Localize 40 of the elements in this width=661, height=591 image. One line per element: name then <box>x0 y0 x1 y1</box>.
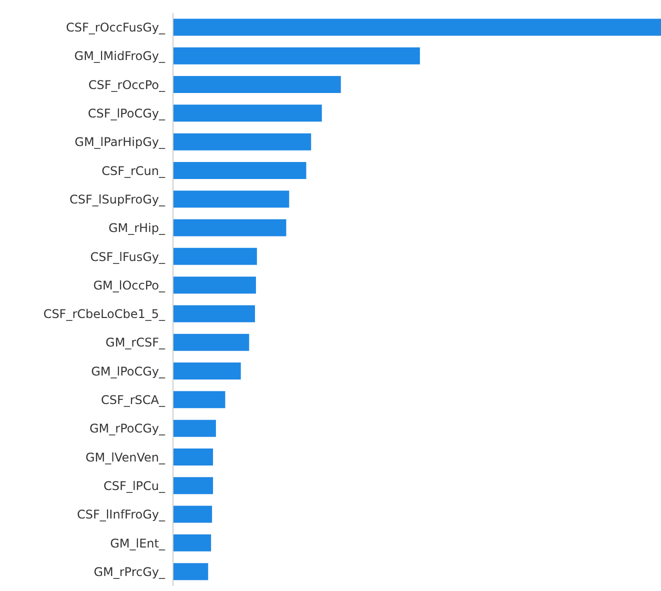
bar <box>173 18 661 36</box>
y-tick-label: GM_lOccPo_ <box>93 278 166 292</box>
bar <box>173 248 257 265</box>
y-tick-label: GM_lEnt_ <box>110 536 166 550</box>
bar <box>173 506 212 523</box>
y-tick-label: CSF_lPCu_ <box>104 478 166 493</box>
y-tick-label: CSF_lPoCGy_ <box>88 106 166 121</box>
y-tick-label: CSF_rCun_ <box>102 164 166 178</box>
bar <box>173 334 250 351</box>
bar <box>173 219 286 236</box>
y-tick-label: GM_rPrcGy_ <box>94 564 166 579</box>
bar <box>173 133 312 150</box>
bar <box>173 563 208 580</box>
bar <box>173 391 226 408</box>
bar <box>173 104 322 122</box>
bar <box>173 448 214 466</box>
bar <box>173 420 216 437</box>
bar <box>173 47 420 64</box>
bar <box>173 477 214 494</box>
y-tick-label: CSF_rSCA_ <box>100 393 166 408</box>
y-tick-label: GM_lPoCGy_ <box>91 364 166 378</box>
y-tick-label: GM_lParHipGy_ <box>74 135 166 150</box>
bar <box>173 190 290 208</box>
y-tick-label: CSF_lInfFroGy_ <box>76 508 166 522</box>
y-tick-label: CSF_lFusGy_ <box>90 250 166 264</box>
y-tick-label: GM_lVenVen_ <box>85 450 166 464</box>
bar <box>173 362 241 380</box>
y-tick-label: GM_rHip_ <box>108 221 166 236</box>
bar <box>173 162 306 179</box>
y-tick-label: GM_rPoCGy_ <box>89 422 166 436</box>
y-tick-label: CSF_rCbeLoCbe1_5_ <box>43 307 166 322</box>
y-tick-label: CSF_rOccFusGy_ <box>66 20 166 35</box>
y-tick-label: GM_lMidFroGy_ <box>74 49 166 64</box>
bar <box>173 276 256 294</box>
y-tick-label: CSF_lSupFroGy_ <box>69 192 166 206</box>
bar <box>173 305 255 322</box>
y-tick-label: CSF_rOccPo_ <box>88 78 166 92</box>
bar <box>173 76 341 94</box>
y-tick-label: GM_rCSF_ <box>106 336 166 350</box>
bar <box>173 534 212 552</box>
